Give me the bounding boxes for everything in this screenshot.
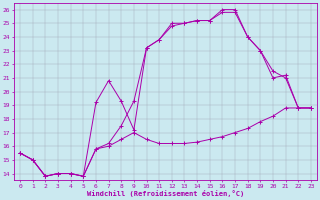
X-axis label: Windchill (Refroidissement éolien,°C): Windchill (Refroidissement éolien,°C)	[87, 190, 244, 197]
